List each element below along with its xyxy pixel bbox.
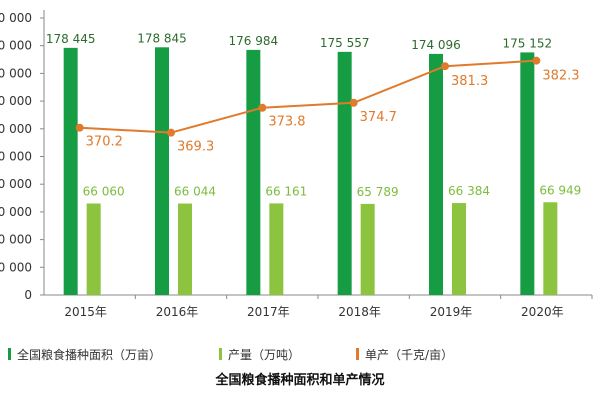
bar-yield — [86, 203, 101, 295]
legend: 全国粮食播种面积（万亩） 产量（万吨） 单产（千克/亩） — [8, 343, 600, 365]
yield-point-label: 381.3 — [451, 74, 488, 89]
y-tick-label: 0 — [24, 288, 32, 302]
legend-item-per-unit: 单产（千克/亩） — [356, 346, 453, 363]
y-tick-label: 120 000 — [0, 122, 32, 136]
yield-point — [167, 128, 175, 137]
chart-title: 全国粮食播种面积和单产情况 — [215, 373, 385, 388]
yield-point — [349, 98, 358, 107]
yield-point — [441, 62, 449, 71]
yield-point-label: 369.3 — [177, 140, 214, 155]
bar-area-label: 174 096 — [411, 38, 461, 52]
y-tick-label: 160 000 — [0, 66, 32, 80]
yield-line — [79, 59, 537, 134]
legend-label-per-unit: 单产（千克/亩） — [365, 347, 454, 362]
bar-area-label: 178 845 — [137, 31, 187, 45]
x-tick-label: 2020年 — [521, 305, 564, 319]
bar-area — [337, 51, 352, 296]
x-tick-label: 2018年 — [338, 305, 381, 319]
y-tick-label: 20 000 — [0, 260, 32, 274]
y-tick-label: 200 000 — [0, 11, 32, 25]
y-tick-label: 180 000 — [0, 39, 32, 53]
x-tick-label: 2016年 — [156, 305, 199, 319]
legend-swatch-per-unit — [356, 348, 360, 360]
bar-yield-label: 66 044 — [174, 185, 216, 199]
yield-point — [532, 56, 541, 65]
yield-point-label: 382.3 — [542, 69, 579, 84]
legend-swatch-area — [8, 348, 11, 360]
y-tick-label: 60 000 — [0, 205, 32, 219]
x-tick-label: 2019年 — [430, 305, 473, 319]
bar-yield-label: 66 949 — [539, 183, 581, 197]
yield-point-label: 370.2 — [86, 135, 123, 150]
yield-point — [75, 123, 84, 132]
bar-area — [520, 52, 535, 296]
bar-yield — [543, 202, 558, 295]
x-tick-label: 2017年 — [247, 305, 290, 319]
bar-yield-label: 66 161 — [265, 184, 307, 198]
bar-yield — [178, 203, 192, 295]
bar-yield-label: 66 060 — [83, 185, 125, 199]
bar-yield — [269, 203, 284, 295]
legend-swatch-yield — [219, 348, 223, 360]
bar-area-label: 178 445 — [46, 32, 96, 46]
yield-point-label: 373.8 — [268, 115, 305, 130]
y-tick-label: 100 000 — [0, 150, 32, 164]
legend-item-area: 全国粮食播种面积（万亩） — [8, 346, 161, 363]
bar-yield-label: 66 384 — [448, 184, 490, 198]
legend-label-yield: 产量（万吨） — [228, 347, 301, 362]
yield-point — [258, 103, 267, 112]
yield-point-label: 374.7 — [360, 110, 397, 125]
bar-area-label: 176 984 — [229, 34, 279, 48]
bar-area-label: 175 152 — [503, 36, 553, 50]
x-tick-label: 2015年 — [64, 305, 107, 319]
bar-area — [63, 47, 78, 296]
bar-area — [429, 53, 443, 295]
y-tick-label: 80 000 — [0, 177, 32, 191]
y-tick-label: 140 000 — [0, 94, 32, 108]
bar-yield-label: 65 789 — [357, 185, 399, 199]
bar-yield — [452, 203, 466, 295]
legend-item-yield: 产量（万吨） — [219, 346, 300, 363]
bar-yield — [360, 203, 375, 295]
bar-area-label: 175 557 — [320, 36, 370, 50]
legend-label-area: 全国粮食播种面积（万亩） — [17, 347, 162, 362]
bar-area — [246, 49, 261, 295]
y-tick-label: 40 000 — [0, 233, 32, 247]
bar-area — [155, 47, 169, 295]
